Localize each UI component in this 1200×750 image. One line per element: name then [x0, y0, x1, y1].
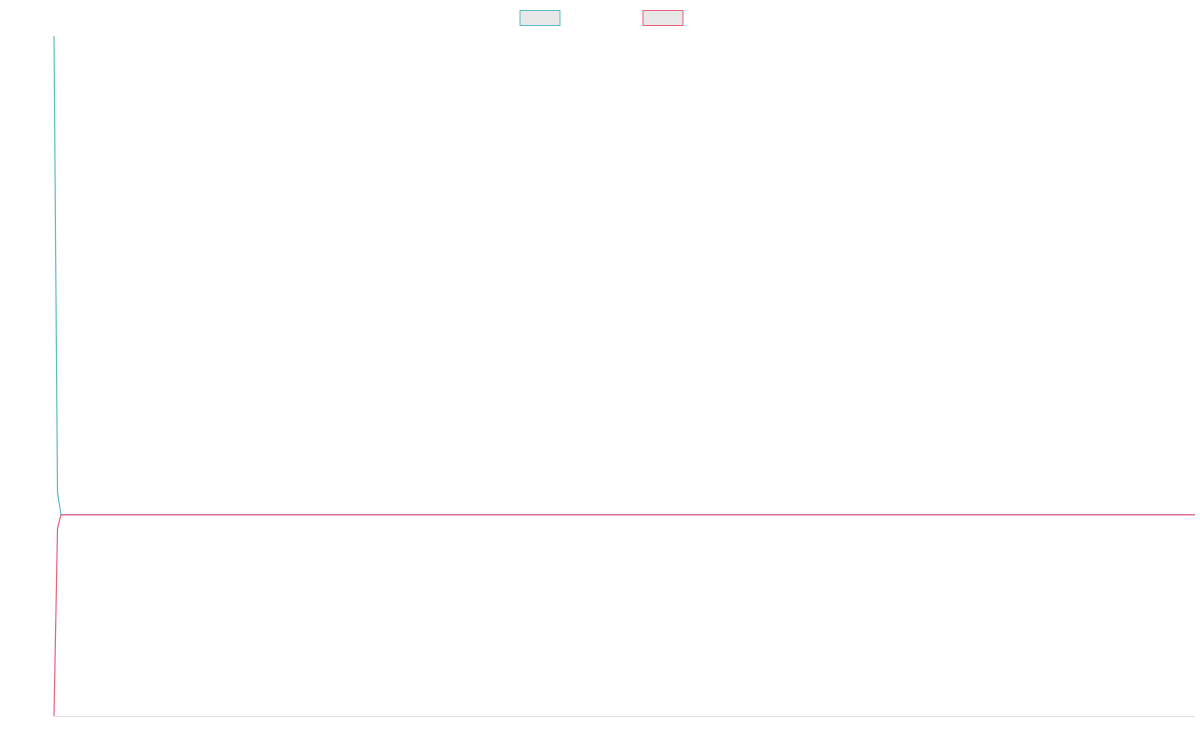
legend-swatch — [642, 10, 684, 26]
legend-swatch — [519, 10, 561, 26]
line — [53, 35, 1195, 516]
line — [53, 514, 1195, 717]
